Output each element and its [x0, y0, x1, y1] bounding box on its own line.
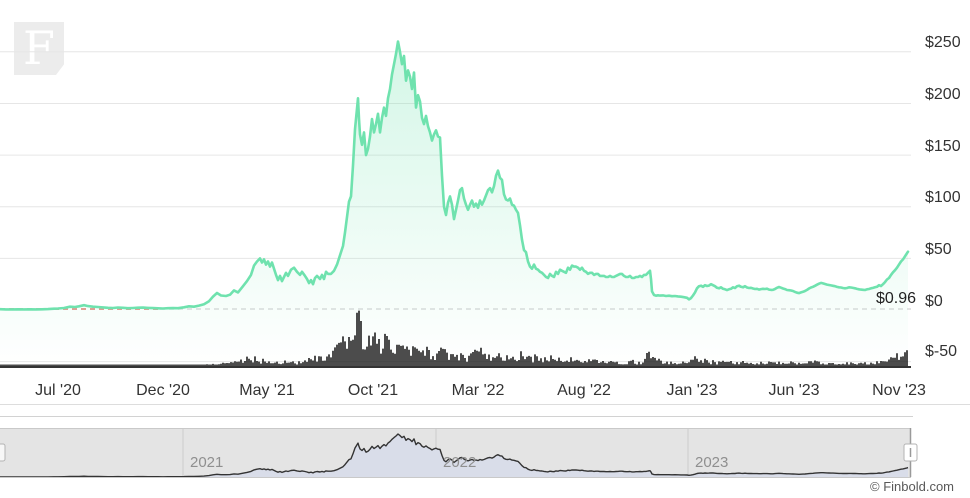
y-tick-250: $250: [925, 34, 961, 51]
logo-letter: F: [23, 20, 55, 75]
y-tick-0: $0: [925, 293, 943, 310]
y-tick-100: $100: [925, 189, 961, 206]
x-tick-mar22: Mar '22: [451, 382, 505, 399]
finbold-logo-watermark: F: [14, 22, 64, 75]
x-tick-nov23: Nov '23: [872, 382, 926, 399]
x-tick-aug22: Aug '22: [557, 382, 611, 399]
navigator-line: [0, 433, 909, 478]
x-tick-jul20: Jul '20: [35, 382, 81, 399]
navigator-year-2023: 2023: [695, 454, 729, 471]
x-tick-oct21: Oct '21: [347, 382, 399, 399]
navigator-area-fill: [0, 434, 908, 477]
y-tick-neg50: $-50: [925, 343, 958, 360]
price-area-fill: [0, 41, 908, 367]
x-tick-may21: May '21: [239, 382, 295, 399]
finbold-credit: © Finbold.com: [870, 479, 954, 494]
price-line[interactable]: [0, 40, 910, 311]
x-tick-dec20: Dec '20: [136, 382, 190, 399]
x-tick-jun23: Jun '23: [768, 382, 820, 399]
navigator-year-2022: 2022: [443, 454, 477, 471]
y-tick-50: $50: [925, 241, 952, 258]
threshold-price-label: $0.96: [875, 290, 916, 307]
navigator-year-2021: 2021: [190, 454, 224, 471]
volume-bars: [0, 310, 908, 367]
y-tick-200: $200: [925, 86, 961, 103]
x-tick-jan23: Jan '23: [666, 382, 718, 399]
navigator-left-handle[interactable]: [0, 443, 6, 462]
y-tick-150: $150: [925, 138, 961, 155]
